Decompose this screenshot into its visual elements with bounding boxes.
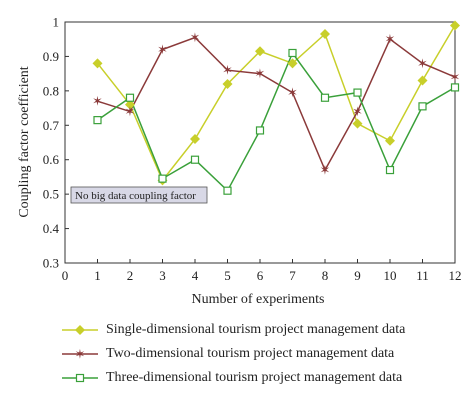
point-s0-11 bbox=[450, 20, 460, 31]
point-s0-3 bbox=[190, 134, 200, 145]
point-s2-9 bbox=[385, 165, 395, 175]
point-s0-1 bbox=[125, 99, 135, 110]
point-s1-0: ✶ bbox=[92, 94, 103, 109]
y-tick-label-2: 0.5 bbox=[43, 187, 59, 202]
plot-area bbox=[64, 21, 456, 264]
point-s0-4 bbox=[222, 78, 233, 89]
series-markers: ✶ ✶ ✶ ✶ ✶ ✶ ✶ ✶ ✶ ✶ ✶ ✶ bbox=[92, 20, 461, 195]
y-axis: 0.3 0.4 0.5 0.6 0.7 0.8 0.9 1 bbox=[43, 15, 69, 271]
y-tick-label-5: 0.8 bbox=[43, 83, 59, 98]
x-axis: 0 1 2 3 4 5 6 7 8 9 10 11 12 bbox=[62, 259, 462, 283]
point-s1-5: ✶ bbox=[255, 66, 266, 81]
point-s0-8 bbox=[352, 118, 363, 129]
series-line-1 bbox=[97, 36, 456, 172]
x-tick-label-10: 10 bbox=[384, 268, 397, 283]
series-line-0 bbox=[96, 25, 456, 182]
point-s1-1: ✶ bbox=[125, 104, 136, 119]
x-tick-label-8: 8 bbox=[322, 268, 329, 283]
x-axis-title: Number of experiments bbox=[192, 292, 325, 307]
point-s1-10: ✶ bbox=[417, 56, 428, 71]
point-s2-10 bbox=[418, 102, 427, 111]
point-s1-4: ✶ bbox=[222, 63, 233, 78]
y-axis-title: Coupling factor coefficient bbox=[17, 66, 32, 217]
x-tick-label-1: 1 bbox=[94, 268, 101, 283]
point-s2-4 bbox=[223, 186, 232, 195]
legend-swatch-three bbox=[62, 373, 98, 383]
point-s1-2: ✶ bbox=[157, 42, 168, 57]
legend-label-two: Two-dimensional tourism project manageme… bbox=[106, 346, 395, 361]
legend-item-two: ✶ Two-dimensional tourism project manage… bbox=[60, 342, 470, 366]
series-line-2 bbox=[97, 51, 456, 192]
point-s2-2 bbox=[158, 174, 167, 183]
y-tick-label-7: 1 bbox=[53, 15, 60, 30]
point-s1-3: ✶ bbox=[190, 30, 201, 45]
x-tick-label-3: 3 bbox=[159, 268, 166, 283]
point-s1-11: ✶ bbox=[450, 70, 461, 85]
series-lines bbox=[96, 25, 456, 192]
x-tick-label-7: 7 bbox=[289, 268, 296, 283]
y-tick-label-6: 0.9 bbox=[43, 49, 59, 64]
point-s1-7: ✶ bbox=[320, 163, 331, 178]
point-s2-3 bbox=[190, 155, 200, 164]
x-tick-label-4: 4 bbox=[192, 268, 199, 283]
legend-item-three: Three-dimensional tourism project manage… bbox=[60, 366, 470, 390]
legend-swatch-two: ✶ bbox=[62, 347, 98, 362]
point-s2-5 bbox=[255, 126, 265, 135]
svg-text:✶: ✶ bbox=[75, 347, 86, 362]
legend-item-single: Single-dimensional tourism project manag… bbox=[60, 318, 470, 342]
x-tick-label-6: 6 bbox=[257, 268, 264, 283]
point-s0-5 bbox=[255, 46, 265, 57]
point-s1-8: ✶ bbox=[352, 104, 363, 119]
x-tick-label-2: 2 bbox=[127, 268, 134, 283]
point-s2-0 bbox=[93, 116, 102, 125]
point-s0-7 bbox=[320, 29, 330, 40]
x-tick-label-9: 9 bbox=[354, 268, 361, 283]
point-s2-6 bbox=[288, 48, 297, 58]
y-tick-label-1: 0.4 bbox=[43, 221, 60, 236]
y-tick-label-0: 0.3 bbox=[43, 256, 59, 271]
point-s1-6: ✶ bbox=[287, 85, 298, 100]
point-s0-9 bbox=[385, 135, 395, 146]
y-tick-label-4: 0.7 bbox=[43, 118, 60, 133]
x-tick-label-5: 5 bbox=[224, 268, 231, 283]
x-tick-label-12: 12 bbox=[449, 268, 462, 283]
x-tick-label-11: 11 bbox=[416, 268, 429, 283]
legend-label-single: Single-dimensional tourism project manag… bbox=[106, 322, 406, 337]
line-chart: 0 1 2 3 4 5 6 7 8 9 10 11 12 0.30.40.50.60.70.80.91 … bbox=[17, 15, 462, 308]
annotation-text: No big data coupling factor bbox=[75, 190, 196, 202]
x-tick-label-0: 0 bbox=[62, 268, 69, 283]
legend: Single-dimensional tourism project manag… bbox=[60, 318, 470, 390]
legend-swatch-single bbox=[62, 325, 98, 335]
point-s2-1 bbox=[125, 93, 135, 102]
point-s1-9: ✶ bbox=[385, 32, 396, 47]
point-s0-6 bbox=[287, 58, 298, 69]
point-s2-11 bbox=[450, 83, 460, 92]
point-s0-0 bbox=[92, 58, 103, 69]
y-tick-label-3: 0.6 bbox=[43, 152, 60, 167]
point-s2-8 bbox=[353, 88, 362, 97]
point-s0-10 bbox=[417, 75, 428, 86]
annotation-box: No big data coupling factor bbox=[70, 186, 208, 204]
legend-label-three: Three-dimensional tourism project manage… bbox=[106, 370, 403, 385]
point-s2-7 bbox=[320, 93, 330, 102]
